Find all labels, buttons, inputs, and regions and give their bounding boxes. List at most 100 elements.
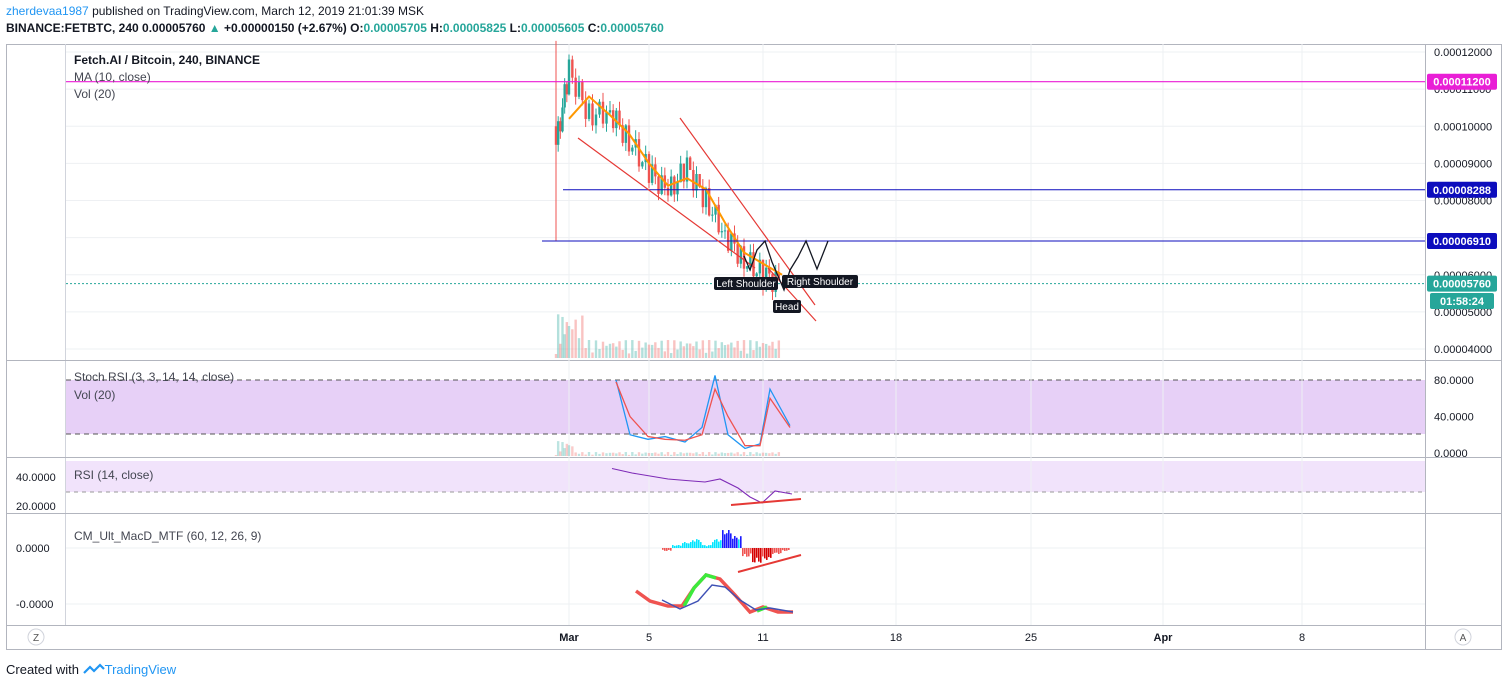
candle-body [692, 169, 695, 191]
macd-histogram-bar [770, 548, 772, 558]
volume2-bar [736, 452, 739, 456]
volume-bar [644, 342, 647, 358]
volume-bar [733, 347, 736, 358]
volume-bar [736, 340, 739, 358]
volume2-bar [581, 452, 584, 456]
price-axis-label: 0.00004000 [1434, 344, 1492, 356]
volume-bar [723, 345, 727, 358]
volume-bar [707, 340, 711, 358]
macd-histogram-bar [746, 548, 748, 557]
candle-body [714, 204, 717, 215]
volume2-bar [591, 454, 594, 456]
volume-bar [742, 340, 746, 358]
candle-body [621, 125, 624, 143]
volume-bar [621, 349, 624, 358]
macd-histogram-bar [760, 548, 762, 563]
volume2-bar [650, 453, 654, 456]
volume2-bar [682, 453, 686, 456]
tradingview-brand[interactable]: TradingView [104, 662, 177, 677]
volume2-bar [720, 452, 724, 456]
volume-bar [624, 340, 628, 358]
volume-bar [574, 319, 577, 358]
volume2-bar [745, 454, 749, 456]
volume-bar [768, 345, 771, 358]
candle-body [688, 157, 692, 170]
zoom-button[interactable] [27, 628, 45, 646]
macd-histogram-bar [704, 545, 706, 548]
macd-histogram-bar [784, 548, 786, 551]
volume-bar [774, 348, 777, 358]
time-axis-label: 18 [890, 632, 902, 644]
macd-histogram-bar [662, 548, 664, 550]
price-axis-label: 0.00012000 [1434, 47, 1492, 59]
candle-body [631, 147, 634, 152]
channel-upper-line [679, 117, 816, 306]
chart-title-legend[interactable]: Fetch.AI / Bitcoin, 240, BINANCE [74, 53, 261, 67]
volume2-bar [565, 443, 569, 456]
volume-bar [605, 345, 608, 358]
up-arrow-icon: ▲ [208, 21, 221, 35]
macd-histogram-bar [690, 542, 692, 548]
candle-body [581, 81, 584, 101]
volume2-bar [726, 452, 730, 456]
candle-body [704, 188, 708, 208]
volume2-bar [554, 455, 558, 456]
candle-body [695, 174, 698, 191]
macd-histogram-bar [712, 542, 714, 548]
author-link[interactable]: zherdevaa1987 [6, 4, 89, 18]
volume2-bar [764, 452, 768, 456]
volume-bar [556, 314, 560, 358]
volume2-bar [704, 454, 708, 456]
macd-histogram-bar [720, 540, 722, 548]
candle-body [559, 121, 562, 132]
macd-histogram-bar [676, 545, 678, 548]
candle-body [574, 77, 577, 97]
macd-legend[interactable]: CM_Ult_MacD_MTF (60, 12, 26, 9) [74, 529, 262, 543]
volume2-legend[interactable]: Vol (20) [74, 388, 116, 402]
high-label: H: [430, 21, 443, 35]
ma-legend[interactable]: MA (10, close) [74, 70, 151, 84]
volume-legend[interactable]: Vol (20) [74, 87, 116, 101]
price-badge-text: 0.00006910 [1433, 236, 1491, 248]
candle-body [685, 157, 689, 182]
volume-bar [761, 343, 765, 358]
auto-scale-button[interactable] [1454, 628, 1472, 646]
price-axis-label: 0.00008000 [1434, 196, 1492, 208]
volume-bar [663, 351, 667, 358]
volume-bar [714, 340, 717, 358]
time-axis-label: Apr [1154, 632, 1174, 644]
candle-body [637, 139, 641, 167]
macd-histogram-bar [684, 542, 686, 548]
candle-body [591, 103, 594, 126]
macd-histogram-bar [730, 533, 732, 548]
high-value: 0.00005825 [442, 21, 507, 35]
zoom-button-label[interactable]: Z [33, 633, 39, 644]
volume2-bar [608, 452, 612, 456]
candle-body [755, 273, 758, 277]
volume-bar [618, 341, 621, 358]
price-badge-text: 0.00008288 [1433, 185, 1491, 197]
volume-bar [567, 326, 571, 358]
macd-histogram-bar [762, 548, 764, 557]
macd-histogram-bar [672, 545, 674, 548]
rsi-legend[interactable]: RSI (14, close) [74, 468, 154, 482]
volume2-bar [761, 452, 765, 456]
low-label: L: [509, 21, 521, 35]
volume2-bar [601, 452, 605, 456]
stoch-rsi-legend[interactable]: Stoch RSI (3, 3, 14, 14, close) [74, 370, 235, 384]
macd-histogram-bar [678, 545, 680, 548]
auto-scale-button-label[interactable]: A [1460, 633, 1467, 644]
volume-bar [679, 341, 682, 358]
candle-body [679, 163, 682, 183]
volume2-bar [752, 454, 755, 456]
macd-histogram-bar [752, 548, 754, 563]
candle-body [641, 162, 644, 167]
macd-signal-line [661, 584, 794, 613]
volume2-bar [634, 454, 637, 456]
macd-histogram-bar [700, 542, 702, 548]
macd-histogram-bar [692, 540, 694, 548]
price-badge [1427, 73, 1497, 90]
price-badge [1427, 232, 1497, 249]
volume-bars [554, 314, 781, 456]
